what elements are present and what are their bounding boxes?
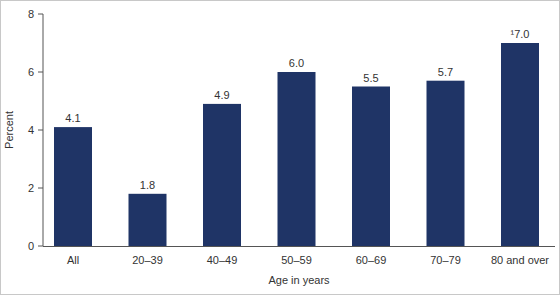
y-axis-title: Percent [3,111,15,149]
bar [278,72,316,246]
bar [427,81,465,246]
x-tick-label: 80 and over [491,254,549,266]
x-tick-label: 40–49 [207,254,238,266]
y-tick-label: 8 [28,8,34,20]
x-tick-label: All [67,254,79,266]
y-tick-label: 2 [28,182,34,194]
bar [54,127,92,246]
chart-svg: 4.1 1.8 4.9 6.0 5.5 5.7 ¹7.0 0 2 4 6 8 All 20–39 40–49… [0,0,560,295]
y-tick [38,14,43,15]
x-tick-label: 70–79 [430,254,461,266]
data-label: 5.5 [363,72,378,84]
bar [501,43,539,246]
bar [352,87,390,247]
data-label: 6.0 [289,57,304,69]
bar [203,104,241,246]
y-tick [38,246,43,247]
y-tick-label: 4 [28,124,34,136]
data-label: 4.9 [214,89,229,101]
y-tick [38,72,43,73]
chart-container: 4.1 1.8 4.9 6.0 5.5 5.7 ¹7.0 0 2 4 6 8 All 20–39 40–49… [0,0,560,295]
data-label: 1.8 [140,179,155,191]
y-tick [38,188,43,189]
y-tick-label: 0 [28,240,34,252]
data-label: 5.7 [438,66,453,78]
data-label: ¹7.0 [511,28,530,40]
bar [129,194,167,246]
x-tick-label: 60–69 [356,254,387,266]
x-axis-title: Age in years [268,274,330,286]
data-label: 4.1 [65,112,80,124]
y-tick [38,130,43,131]
chart-border [1,1,560,295]
bars [54,43,539,246]
x-axis-line [43,246,555,247]
x-tick-label: 20–39 [132,254,163,266]
y-tick-label: 6 [28,66,34,78]
x-tick-label: 50–59 [281,254,312,266]
